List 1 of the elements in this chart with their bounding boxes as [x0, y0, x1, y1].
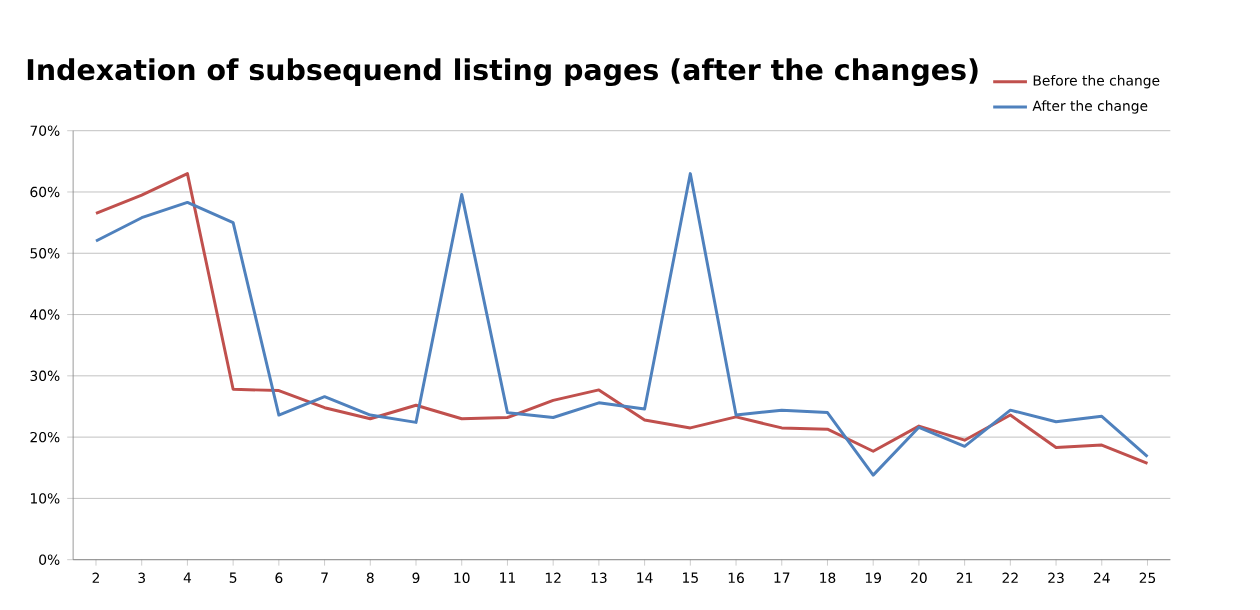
chart-title: Indexation of subsequend listing pages (after the changes): [27, 58, 978, 86]
